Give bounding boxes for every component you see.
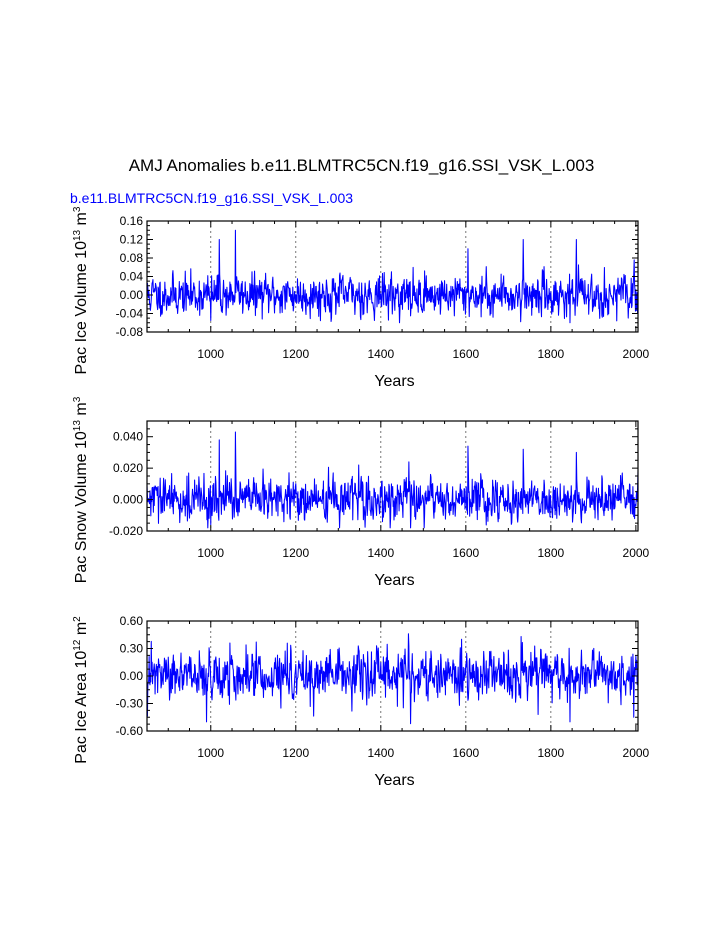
pac-ice-area-yaxis-title-exponent: 2 — [72, 616, 83, 622]
pac-snow-volume-xtick-label: 1600 — [452, 546, 479, 560]
pac-ice-area-yaxis-title-text: Pac Ice Area 10 — [73, 651, 90, 764]
pac-ice-volume-yaxis-title-exponent: 3 — [72, 206, 83, 212]
pac-ice-area-ytick-label: 0.30 — [120, 642, 144, 656]
pac-ice-area-ytick-label: 0.00 — [120, 669, 144, 683]
pac-ice-area-ytick-label: -0.30 — [116, 697, 144, 711]
pac-ice-volume-xtick-label: 1600 — [452, 347, 479, 361]
pac-ice-volume-xtick-label: 1800 — [538, 347, 565, 361]
pac-snow-volume-xtick-label: 1800 — [538, 546, 565, 560]
pac-snow-volume-ytick-label: 0.000 — [113, 493, 143, 507]
chart-subtitle: b.e11.BLMTRC5CN.f19_g16.SSI_VSK_L.003 — [70, 190, 354, 206]
pac-ice-area-yaxis-title: Pac Ice Area 1012 m2 — [72, 616, 90, 764]
pac-ice-volume-ytick-label: 0.12 — [120, 233, 144, 247]
pac-snow-volume-xtick-label: 1200 — [282, 546, 309, 560]
pac-ice-area-yaxis-title-unit: m — [73, 622, 90, 640]
pac-snow-volume-yaxis-title-exponent: 3 — [72, 396, 83, 402]
pac-ice-area-yaxis-title-exponent: 12 — [72, 639, 83, 651]
pac-ice-area-xtick-label: 1800 — [538, 746, 565, 760]
pac-ice-volume-ytick-label: 0.08 — [120, 251, 144, 265]
chart-title: AMJ Anomalies b.e11.BLMTRC5CN.f19_g16.SS… — [128, 156, 595, 175]
pac-ice-volume-yaxis-title-unit: m — [73, 212, 90, 230]
pac-ice-volume-xaxis-title: Years — [374, 373, 414, 390]
pac-ice-area-xtick-label: 1000 — [197, 746, 224, 760]
pac-ice-area-series-line-0 — [146, 633, 639, 725]
pac-ice-area-ytick-label: 0.60 — [120, 614, 144, 628]
pac-ice-area-ytick-label: -0.60 — [116, 724, 144, 738]
pac-ice-volume-ytick-label: 0.04 — [120, 270, 144, 284]
pac-ice-area-xtick-label: 1600 — [452, 746, 479, 760]
pac-ice-volume-ytick-label: -0.04 — [116, 307, 144, 321]
pac-ice-volume-ytick-label: -0.08 — [116, 325, 144, 339]
pac-snow-volume-yaxis-title-exponent: 13 — [72, 420, 83, 432]
pac-snow-volume-yaxis-title: Pac Snow Volume 1013 m3 — [72, 396, 90, 583]
pac-snow-volume-yaxis-title-unit: m — [73, 402, 90, 420]
pac-snow-volume-ytick-label: 0.040 — [113, 430, 143, 444]
pac-snow-volume-yaxis-title-text: Pac Snow Volume 10 — [73, 431, 90, 583]
pac-ice-volume-xtick-label: 2000 — [623, 347, 650, 361]
pac-ice-volume-yaxis-title-exponent: 13 — [72, 229, 83, 241]
pac-snow-volume-xtick-label: 1400 — [367, 546, 394, 560]
pac-snow-volume-ytick-label: 0.020 — [113, 461, 143, 475]
pac-ice-volume-xtick-label: 1200 — [282, 347, 309, 361]
pac-ice-area-xtick-label: 1400 — [367, 746, 394, 760]
pac-snow-volume-xtick-label: 1000 — [197, 546, 224, 560]
pac-snow-volume-series-line-0 — [146, 431, 639, 529]
pac-ice-area-xaxis-title: Years — [374, 772, 414, 789]
pac-ice-volume-yaxis-title-text: Pac Ice Volume 10 — [73, 241, 90, 375]
pac-snow-volume-plot-frame — [146, 420, 639, 532]
pac-ice-volume-yaxis-title: Pac Ice Volume 1013 m3 — [72, 206, 90, 374]
pac-ice-volume-xtick-label: 1000 — [197, 347, 224, 361]
pac-ice-volume-ytick-label: 0.16 — [120, 214, 144, 228]
pac-ice-area-xtick-label: 1200 — [282, 746, 309, 760]
pac-ice-area-xtick-label: 2000 — [623, 746, 650, 760]
pac-ice-volume-series-line-0 — [146, 229, 639, 324]
pac-ice-area-panel: -0.60 -0.30 0.00 0.30 0.60 1000 1200 1400 1600 18… — [72, 614, 650, 789]
pac-snow-volume-xtick-label: 2000 — [623, 546, 650, 560]
pac-ice-volume-xtick-label: 1400 — [367, 347, 394, 361]
pac-snow-volume-ytick-label: -0.020 — [109, 524, 143, 538]
pac-snow-volume-xaxis-title: Years — [374, 572, 414, 589]
pac-snow-volume-panel: -0.020 0.000 0.020 0.040 1000 1200 1400 1600 180… — [72, 396, 650, 589]
pac-ice-volume-panel: -0.08 -0.04 0.00 0.04 0.08 0.12 0.16 1000 1200 14… — [72, 206, 650, 390]
pac-ice-volume-ytick-label: 0.00 — [120, 288, 144, 302]
